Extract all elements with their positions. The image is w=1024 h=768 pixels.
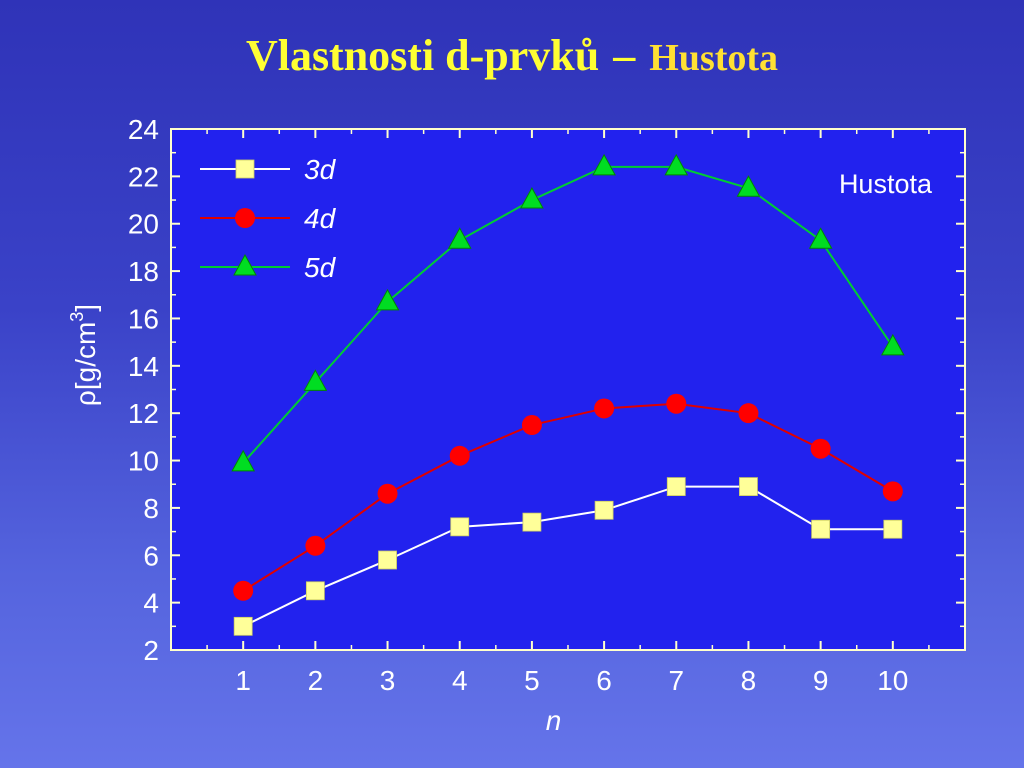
series-line-4d [242, 402, 894, 592]
slide-title: Vlastnosti d-prvků – Hustota [0, 28, 1024, 86]
point-4d [521, 415, 542, 436]
legend-label-5d: 5d [304, 252, 337, 283]
x-tick-label: 6 [596, 665, 612, 696]
y-tick-label: 18 [128, 256, 159, 287]
y-tick-label: 6 [143, 540, 159, 571]
point-3d [811, 519, 831, 539]
point-4d [377, 483, 398, 504]
x-axis-label: n [546, 705, 562, 736]
point-3d [378, 550, 397, 570]
point-4d [594, 398, 615, 419]
point-5d [664, 153, 689, 176]
point-3d [233, 616, 253, 636]
legend-marker-4d [235, 208, 255, 228]
point-3d [305, 581, 325, 601]
point-5d [447, 227, 472, 249]
series-markers [231, 153, 905, 636]
legend-marker-3d [235, 159, 255, 179]
x-tick-label: 3 [380, 665, 396, 696]
point-4d [666, 393, 687, 414]
y-axis-label: ρ[g/cm3] [67, 304, 101, 406]
point-3d [450, 517, 470, 537]
point-5d [592, 153, 616, 176]
point-5d [520, 187, 544, 209]
y-tick-label: 12 [128, 398, 159, 429]
slide-title-separator: – [613, 31, 636, 80]
plot-frame [170, 128, 966, 651]
y-tick-label: 10 [128, 446, 159, 477]
point-4d [305, 535, 326, 556]
x-tick-label: 1 [235, 665, 251, 696]
x-tick-label: 5 [524, 665, 540, 696]
point-5d [303, 369, 328, 391]
x-tick-label: 8 [741, 665, 757, 696]
y-tick-label: 14 [128, 351, 159, 382]
point-5d [375, 288, 400, 311]
series-lines [242, 165, 894, 628]
point-4d [882, 481, 903, 502]
y-tick-label: 20 [128, 209, 159, 240]
y-tick-label: 2 [143, 635, 159, 666]
series-line-5d [242, 165, 894, 464]
y-axis-symbol: ρ [70, 390, 101, 406]
plot-area [171, 129, 965, 650]
y-axis-unit-suffix: ] [70, 304, 101, 312]
legend-label-3d: 3d [304, 154, 337, 185]
y-axis-unit-prefix: [g/cm [70, 322, 101, 390]
point-4d [738, 403, 759, 424]
chart-title: Hustota [839, 169, 933, 199]
point-5d [880, 333, 905, 356]
point-3d [739, 477, 758, 496]
point-4d [810, 438, 831, 459]
x-tick-label: 4 [452, 665, 468, 696]
x-tick-labels: 1 2 3 4 5 6 7 8 9 10 [235, 665, 908, 696]
point-3d [594, 500, 614, 520]
y-tick-label: 22 [128, 161, 159, 192]
y-tick-label: 16 [128, 303, 159, 334]
y-axis-unit-exp: 3 [67, 312, 87, 322]
x-tick-label: 2 [308, 665, 324, 696]
y-tick-label: 4 [143, 588, 159, 619]
point-5d [736, 175, 761, 197]
point-5d [231, 449, 256, 472]
point-4d [449, 445, 470, 466]
x-tick-label: 10 [877, 665, 908, 696]
series-line-3d [242, 485, 893, 628]
point-3d [522, 512, 542, 532]
point-5d [808, 227, 833, 249]
slide-title-sub: Hustota [649, 37, 779, 79]
point-3d [883, 519, 903, 539]
y-tick-label: 8 [143, 493, 159, 524]
legend-marker-5d [233, 253, 257, 276]
legend: 3d 4d 5d [200, 154, 337, 283]
y-tick-label: 24 [128, 114, 159, 145]
point-4d [233, 580, 254, 601]
legend-label-4d: 4d [304, 203, 337, 234]
point-3d [666, 477, 686, 496]
slide-title-main: Vlastnosti d-prvků [245, 31, 600, 80]
x-tick-label: 7 [668, 665, 684, 696]
x-tick-label: 9 [813, 665, 829, 696]
